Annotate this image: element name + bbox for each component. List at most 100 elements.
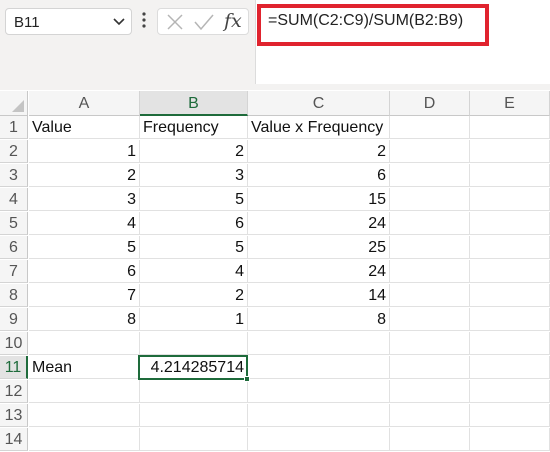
cell-b13[interactable] [140, 404, 248, 427]
cell-c14[interactable] [248, 428, 390, 451]
row-header-5[interactable]: 5 [0, 212, 28, 235]
cell-c13[interactable] [248, 404, 390, 427]
cell-d7[interactable] [390, 260, 470, 283]
cell-a7[interactable]: 6 [29, 260, 140, 283]
cell-e14[interactable] [470, 428, 550, 451]
cell-b4[interactable]: 5 [140, 188, 248, 211]
row-header-12[interactable]: 12 [0, 380, 28, 403]
row-header-8[interactable]: 8 [0, 284, 28, 307]
cell-e7[interactable] [470, 260, 550, 283]
row-header-6[interactable]: 6 [0, 236, 28, 259]
spreadsheet-grid[interactable]: A B C D E 1 Value Frequency Value x Frequen… [0, 91, 550, 452]
cell-b6[interactable]: 5 [140, 236, 248, 259]
active-cell-border [138, 355, 248, 380]
cell-a12[interactable] [29, 380, 140, 403]
cell-c6[interactable]: 25 [248, 236, 390, 259]
cell-d6[interactable] [390, 236, 470, 259]
cell-d11[interactable] [390, 356, 470, 379]
cell-e4[interactable] [470, 188, 550, 211]
cell-c5[interactable]: 24 [248, 212, 390, 235]
cell-a5[interactable]: 4 [29, 212, 140, 235]
cell-a11[interactable]: Mean [29, 356, 140, 379]
row-header-9[interactable]: 9 [0, 308, 28, 331]
cell-b8[interactable]: 2 [140, 284, 248, 307]
cell-a2[interactable]: 1 [29, 140, 140, 163]
row-header-4[interactable]: 4 [0, 188, 28, 211]
cell-e1[interactable] [470, 116, 550, 139]
fill-handle[interactable] [244, 376, 250, 382]
cell-e3[interactable] [470, 164, 550, 187]
cell-a3[interactable]: 2 [29, 164, 140, 187]
cell-b10[interactable] [140, 332, 248, 355]
row-header-3[interactable]: 3 [0, 164, 28, 187]
cell-a9[interactable]: 8 [29, 308, 140, 331]
cell-c11[interactable] [248, 356, 390, 379]
insert-function-icon[interactable]: fx [224, 10, 242, 32]
row-header-2[interactable]: 2 [0, 140, 28, 163]
cell-d8[interactable] [390, 284, 470, 307]
column-header-b[interactable]: B [140, 91, 248, 116]
cell-b5[interactable]: 6 [140, 212, 248, 235]
cell-e13[interactable] [470, 404, 550, 427]
cell-d10[interactable] [390, 332, 470, 355]
cell-b9[interactable]: 1 [140, 308, 248, 331]
cell-c12[interactable] [248, 380, 390, 403]
select-all-icon [12, 100, 24, 112]
cell-a14[interactable] [29, 428, 140, 451]
cell-a4[interactable]: 3 [29, 188, 140, 211]
cell-c9[interactable]: 8 [248, 308, 390, 331]
cell-e10[interactable] [470, 332, 550, 355]
cell-b3[interactable]: 3 [140, 164, 248, 187]
formula-text[interactable]: =SUM(C2:C9)/SUM(B2:B9) [268, 12, 464, 29]
cell-e6[interactable] [470, 236, 550, 259]
cell-e11[interactable] [470, 356, 550, 379]
cell-a6[interactable]: 5 [29, 236, 140, 259]
cell-e12[interactable] [470, 380, 550, 403]
cancel-icon[interactable] [166, 13, 184, 31]
cell-c7[interactable]: 24 [248, 260, 390, 283]
cell-e2[interactable] [470, 140, 550, 163]
name-box[interactable]: B11 [5, 8, 132, 35]
cell-d9[interactable] [390, 308, 470, 331]
cell-d14[interactable] [390, 428, 470, 451]
cell-d4[interactable] [390, 188, 470, 211]
row-header-1[interactable]: 1 [0, 116, 28, 139]
cell-e9[interactable] [470, 308, 550, 331]
more-options-icon[interactable] [141, 11, 147, 29]
cell-c10[interactable] [248, 332, 390, 355]
cell-d3[interactable] [390, 164, 470, 187]
cell-c2[interactable]: 2 [248, 140, 390, 163]
cell-c3[interactable]: 6 [248, 164, 390, 187]
cell-d13[interactable] [390, 404, 470, 427]
checkmark-icon[interactable] [194, 13, 214, 31]
cell-a1[interactable]: Value [29, 116, 140, 139]
row-header-11[interactable]: 11 [0, 356, 28, 379]
cell-c8[interactable]: 14 [248, 284, 390, 307]
cell-e8[interactable] [470, 284, 550, 307]
cell-d2[interactable] [390, 140, 470, 163]
cell-d1[interactable] [390, 116, 470, 139]
column-header-c[interactable]: C [248, 91, 390, 116]
cell-b2[interactable]: 2 [140, 140, 248, 163]
column-header-d[interactable]: D [390, 91, 470, 116]
row-header-14[interactable]: 14 [0, 428, 28, 451]
row-header-13[interactable]: 13 [0, 404, 28, 427]
column-header-e[interactable]: E [470, 91, 550, 116]
cell-b12[interactable] [140, 380, 248, 403]
row-header-10[interactable]: 10 [0, 332, 28, 355]
cell-c4[interactable]: 15 [248, 188, 390, 211]
cell-a10[interactable] [29, 332, 140, 355]
cell-b14[interactable] [140, 428, 248, 451]
select-all-button[interactable] [0, 91, 28, 116]
cell-d5[interactable] [390, 212, 470, 235]
cell-d12[interactable] [390, 380, 470, 403]
row-header-7[interactable]: 7 [0, 260, 28, 283]
chevron-down-icon[interactable] [113, 17, 125, 27]
cell-b7[interactable]: 4 [140, 260, 248, 283]
cell-a13[interactable] [29, 404, 140, 427]
cell-c1[interactable]: Value x Frequency [248, 116, 390, 139]
column-header-a[interactable]: A [29, 91, 140, 116]
cell-a8[interactable]: 7 [29, 284, 140, 307]
cell-e5[interactable] [470, 212, 550, 235]
cell-b1[interactable]: Frequency [140, 116, 248, 139]
